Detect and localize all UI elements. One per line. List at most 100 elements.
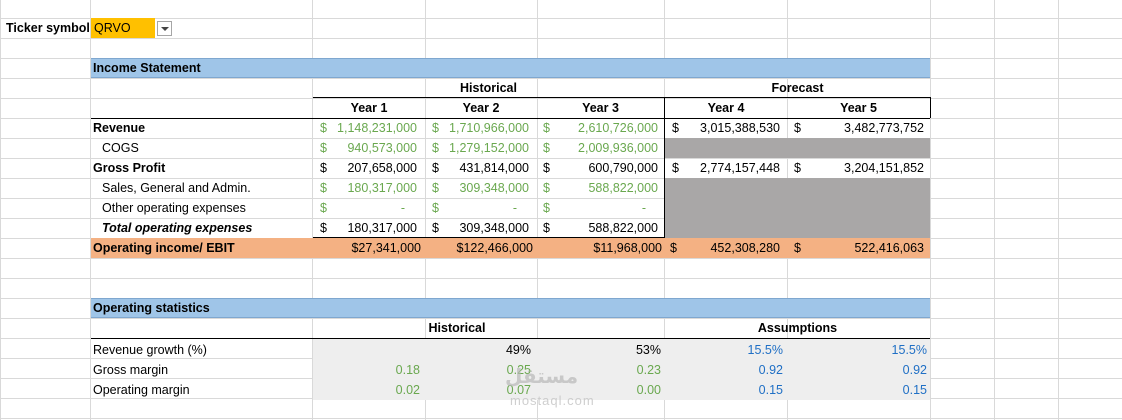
stats-underline: [91, 338, 930, 339]
other-opex-y1[interactable]: -: [400, 201, 405, 215]
sga-y2[interactable]: 309,348,000: [459, 181, 529, 195]
currency-symbol: $: [794, 161, 801, 175]
gross-profit-y1[interactable]: 207,658,000: [347, 161, 417, 175]
currency-symbol: $: [543, 141, 550, 155]
gross-margin-y4[interactable]: 0.92: [758, 363, 783, 377]
total-line: [313, 237, 664, 238]
total-opex-y2[interactable]: 309,348,000: [459, 221, 529, 235]
ebit-band: [91, 238, 930, 258]
currency-symbol: $: [543, 201, 550, 215]
revenue-y5[interactable]: 3,482,773,752: [844, 121, 924, 135]
currency-symbol: $: [320, 121, 327, 135]
grid-line: [994, 0, 995, 420]
grid-line: [425, 0, 426, 420]
ebit-y1[interactable]: $27,341,000: [351, 241, 421, 255]
income-header-band: [91, 58, 930, 78]
sga-y3[interactable]: 588,822,000: [588, 181, 658, 195]
gross-profit-y2[interactable]: 431,814,000: [459, 161, 529, 175]
year-underline: [91, 118, 930, 119]
currency-symbol: $: [794, 121, 801, 135]
year-1-header: Year 1: [350, 101, 388, 115]
ticker-label: Ticker symbol: [6, 21, 90, 35]
ebit-y4[interactable]: 452,308,280: [710, 241, 780, 255]
revenue-y4[interactable]: 3,015,388,530: [700, 121, 780, 135]
year-5-header: Year 5: [840, 101, 877, 115]
operating-margin-y5[interactable]: 0.15: [902, 383, 927, 397]
currency-symbol: $: [320, 181, 327, 195]
currency-symbol: $: [672, 161, 679, 175]
cogs-y1[interactable]: 940,573,000: [347, 141, 417, 155]
grid-line: [930, 0, 931, 420]
currency-symbol: $: [432, 181, 439, 195]
row-label-other-opex: Other operating expenses: [102, 201, 246, 215]
grid-line: [1058, 0, 1059, 420]
gross-margin-y5[interactable]: 0.92: [902, 363, 927, 377]
currency-symbol: $: [320, 221, 327, 235]
watermark-text: mostaql.com: [510, 393, 595, 408]
dropdown-arrow-icon[interactable]: [157, 21, 172, 36]
row-label-sga: Sales, General and Admin.: [102, 181, 251, 195]
cogs-y3[interactable]: 2,009,936,000: [578, 141, 658, 155]
row-label-ebit: Operating income/ EBIT: [93, 241, 235, 255]
currency-symbol: $: [672, 121, 679, 135]
gross-profit-y4[interactable]: 2,774,157,448: [700, 161, 780, 175]
revenue-growth-y2[interactable]: 49%: [505, 343, 531, 357]
year-2-header: Year 2: [462, 101, 500, 115]
revenue-y3[interactable]: 2,610,726,000: [578, 121, 658, 135]
cogs-y2[interactable]: 1,279,152,000: [449, 141, 529, 155]
row-label-total-opex: Total operating expenses: [102, 221, 253, 235]
row-label-revenue: Revenue: [93, 121, 146, 135]
total-opex-y1[interactable]: 180,317,000: [347, 221, 417, 235]
revenue-y1[interactable]: 1,148,231,000: [337, 121, 417, 135]
currency-symbol: $: [543, 161, 550, 175]
forecast-fill: [665, 138, 930, 158]
operating-margin-y3[interactable]: 0.00: [636, 383, 661, 397]
ebit-y2[interactable]: $122,466,000: [456, 241, 533, 255]
total-opex-y3[interactable]: 588,822,000: [588, 221, 658, 235]
row-label-cogs: COGS: [102, 141, 139, 155]
stats-historical-header: Historical: [428, 321, 486, 335]
income-title: Income Statement: [93, 61, 201, 75]
currency-symbol: $: [432, 121, 439, 135]
gross-margin-y2[interactable]: 0.25: [506, 363, 531, 377]
ebit-y5[interactable]: 522,416,063: [854, 241, 924, 255]
revenue-growth-y5[interactable]: 15.5%: [891, 343, 927, 357]
year-4-header: Year 4: [707, 101, 745, 115]
forecast-right-border: [930, 97, 931, 118]
grid-line: [90, 0, 91, 420]
gross-profit-y3[interactable]: 600,790,000: [588, 161, 658, 175]
other-opex-y3[interactable]: -: [641, 201, 646, 215]
gross-margin-y1[interactable]: 0.18: [395, 363, 420, 377]
row-label-gross-profit: Gross Profit: [93, 161, 166, 175]
row-label-operating-margin: Operating margin: [93, 383, 190, 397]
forecast-divider: [664, 97, 665, 238]
stats-assumptions-header: Assumptions: [757, 321, 838, 335]
currency-symbol: $: [543, 221, 550, 235]
ticker-input[interactable]: QRVO: [91, 18, 155, 38]
currency-symbol: $: [320, 161, 327, 175]
stats-header-band: [91, 298, 930, 318]
operating-margin-y4[interactable]: 0.15: [758, 383, 783, 397]
currency-symbol: $: [320, 141, 327, 155]
currency-symbol: $: [432, 201, 439, 215]
forecast-header: Forecast: [771, 81, 824, 95]
header-underline: [313, 97, 930, 98]
revenue-growth-y4[interactable]: 15.5%: [747, 343, 783, 357]
currency-symbol: $: [543, 181, 550, 195]
currency-symbol: $: [543, 121, 550, 135]
ebit-y3[interactable]: $11,968,000: [593, 241, 662, 255]
revenue-y2[interactable]: 1,710,966,000: [449, 121, 529, 135]
row-label-gross-margin: Gross margin: [93, 363, 169, 377]
revenue-growth-y3[interactable]: 53%: [635, 343, 661, 357]
other-opex-y2[interactable]: -: [512, 201, 517, 215]
sga-y1[interactable]: 180,317,000: [347, 181, 417, 195]
gross-profit-y5[interactable]: 3,204,151,852: [844, 161, 924, 175]
currency-symbol: $: [794, 241, 801, 255]
gross-margin-y3[interactable]: 0.23: [636, 363, 661, 377]
currency-symbol: $: [320, 201, 327, 215]
forecast-fill: [665, 178, 930, 238]
grid-line: [537, 0, 538, 420]
operating-margin-y1[interactable]: 0.02: [395, 383, 420, 397]
operating-margin-y2[interactable]: 0.07: [506, 383, 531, 397]
